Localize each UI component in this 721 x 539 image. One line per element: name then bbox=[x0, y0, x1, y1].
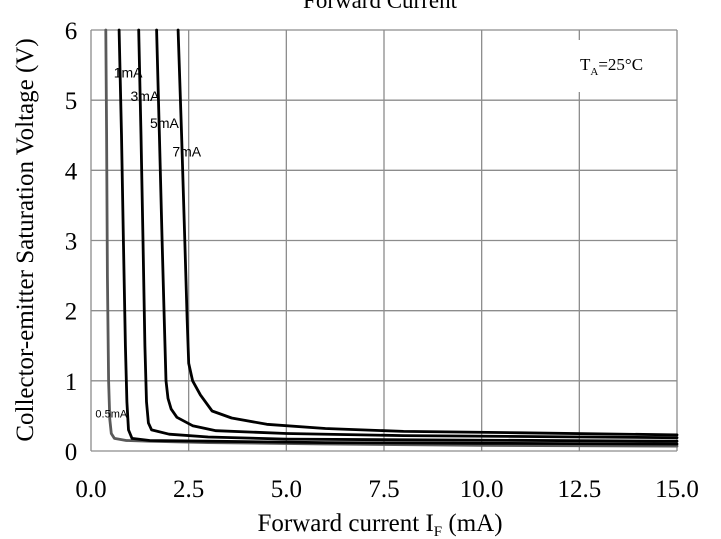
series-labels: 0.5mA 1mA 3mA 5mA 7mA bbox=[95, 65, 201, 421]
series-line-7ma bbox=[176, 28, 679, 437]
x-tick-label: 5.0 bbox=[271, 476, 302, 503]
series-label: 7mA bbox=[172, 143, 201, 159]
x-axis-label-unit: (mA) bbox=[442, 510, 502, 537]
y-tick-label: 3 bbox=[65, 229, 78, 256]
x-axis-label-main: Forward current I bbox=[257, 510, 433, 537]
annotation-box: TA=25°C bbox=[566, 40, 668, 92]
grid bbox=[90, 29, 678, 452]
x-tick-label: 15.0 bbox=[655, 476, 699, 503]
series-line-3ma bbox=[137, 28, 679, 443]
chart-title: Forward Current bbox=[303, 0, 458, 13]
series-label: 0.5mA bbox=[95, 408, 127, 420]
series-label: 1mA bbox=[114, 65, 143, 81]
x-axis-ticks: 0.0 2.5 5.0 7.5 10.0 12.5 15.0 bbox=[75, 476, 699, 503]
x-tick-label: 12.5 bbox=[557, 476, 601, 503]
series-line-1ma bbox=[117, 28, 679, 446]
series-label: 5mA bbox=[150, 115, 179, 131]
annotation-box-background bbox=[566, 40, 668, 92]
annotation-rest: =25°C bbox=[598, 55, 643, 74]
y-tick-label: 2 bbox=[65, 299, 78, 326]
series-group bbox=[104, 28, 679, 448]
series-line-5ma bbox=[155, 28, 679, 440]
series-line-0-5ma bbox=[104, 28, 679, 448]
x-axis-label: Forward current IF (mA) bbox=[257, 510, 502, 539]
x-tick-label: 2.5 bbox=[173, 476, 204, 503]
y-tick-label: 0 bbox=[65, 439, 78, 466]
y-tick-label: 1 bbox=[65, 369, 78, 396]
y-tick-label: 5 bbox=[65, 88, 78, 115]
y-axis-label: Collector-emitter Saturation Voltage (V) bbox=[12, 38, 39, 441]
annotation-main: T bbox=[580, 55, 591, 74]
x-tick-label: 0.0 bbox=[75, 476, 106, 503]
series-label: 3mA bbox=[131, 88, 160, 104]
y-axis-ticks: 0 1 2 3 4 5 6 bbox=[65, 18, 78, 466]
annotation-text: TA=25°C bbox=[580, 55, 643, 78]
y-tick-label: 4 bbox=[65, 158, 78, 185]
annotation-sub: A bbox=[590, 66, 598, 78]
y-tick-label: 6 bbox=[65, 18, 78, 45]
x-tick-label: 7.5 bbox=[368, 476, 399, 503]
x-tick-label: 10.0 bbox=[460, 476, 504, 503]
x-axis-label-sub: F bbox=[434, 524, 442, 539]
